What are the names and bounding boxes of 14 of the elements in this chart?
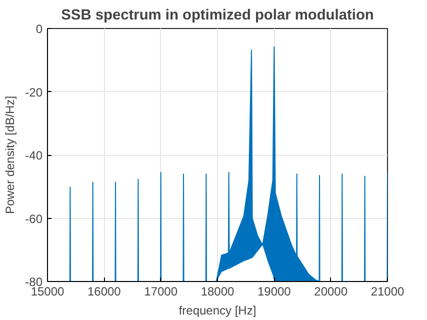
y-tick-label: -20 bbox=[25, 85, 43, 100]
x-tick-label: 20000 bbox=[314, 284, 348, 298]
x-tick-label: 19000 bbox=[257, 284, 292, 298]
chart-title: SSB spectrum in optimized polar modulation bbox=[61, 8, 374, 24]
y-tick-label: 0 bbox=[36, 22, 43, 36]
y-tick-label: -40 bbox=[25, 148, 43, 162]
x-tick-label: 15000 bbox=[30, 284, 65, 298]
x-tick-label: 18000 bbox=[200, 284, 235, 298]
y-axis-title: Power density [dB/Hz] bbox=[3, 96, 18, 214]
x-tick-label: 16000 bbox=[87, 284, 122, 298]
y-tick-label: -60 bbox=[25, 212, 43, 226]
x-tick-label: 21000 bbox=[370, 284, 405, 298]
x-axis-title: frequency [Hz] bbox=[178, 304, 256, 318]
x-tick-label: 17000 bbox=[144, 284, 178, 298]
